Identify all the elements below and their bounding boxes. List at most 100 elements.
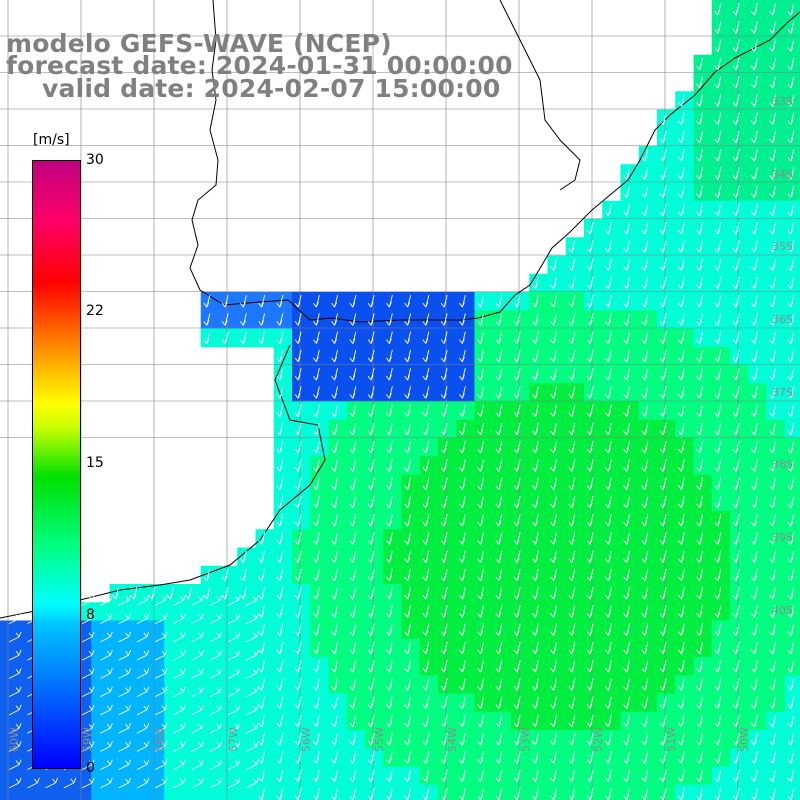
wind-cell [638, 164, 658, 183]
wind-cell [328, 748, 348, 767]
wind-cell [438, 748, 457, 767]
wind-cell [365, 474, 384, 494]
valid-date: valid date: 2024-02-07 15:00:00 [42, 74, 501, 103]
wind-cell [91, 657, 110, 676]
wind-cell [237, 730, 256, 749]
wind-arrow [678, 459, 685, 472]
wind-cell [401, 529, 421, 548]
wind-arrow [751, 404, 758, 417]
wind-arrow [367, 751, 375, 764]
wind-arrow [714, 258, 722, 271]
wind-arrow [422, 714, 430, 728]
wind-cell [693, 54, 713, 74]
wind-cell [657, 784, 676, 800]
wind-cell [292, 675, 311, 694]
wind-arrow [349, 532, 357, 545]
wind-arrow [787, 349, 795, 363]
wind-cell [711, 565, 731, 585]
wind-arrow [732, 368, 740, 381]
wind-cell [255, 675, 275, 694]
wind-cell [492, 547, 512, 567]
wind-cell [346, 292, 366, 311]
wind-cell [91, 784, 110, 800]
wind-cell [565, 584, 585, 603]
wind-cell [310, 784, 329, 800]
wind-cell [766, 602, 786, 621]
wind-cell [529, 273, 548, 293]
wind-arrow [605, 568, 612, 582]
wind-arrow [331, 714, 339, 728]
wind-arrow [605, 587, 612, 600]
wind-arrow [568, 404, 576, 417]
wind-cell [383, 401, 402, 421]
wind-cell [711, 529, 731, 548]
wind-cell [693, 693, 713, 713]
wind-arrow [732, 678, 740, 691]
wind-cell [693, 456, 713, 475]
wind-cell [310, 401, 329, 421]
wind-arrow [276, 605, 284, 618]
wind-cell [730, 54, 749, 74]
wind-cell [748, 693, 767, 713]
wind-cell [492, 401, 512, 421]
wind-cell [584, 237, 603, 256]
wind-arrow [714, 532, 722, 545]
wind-cell [511, 474, 530, 494]
wind-arrow [678, 514, 685, 527]
wind-arrow [659, 240, 667, 253]
wind-arrow [714, 149, 722, 162]
wind-cell [748, 182, 767, 202]
wind-arrow [495, 495, 503, 509]
wind-cell [547, 273, 567, 293]
wind-cell [383, 584, 402, 603]
wind-arrow [550, 751, 558, 764]
wind-arrow [495, 660, 503, 673]
wind-arrow [659, 477, 667, 490]
wind-cell [675, 419, 694, 439]
wind-arrow [404, 587, 412, 600]
wind-cell [565, 748, 585, 767]
wind-cell [730, 219, 749, 238]
wind-cell [766, 273, 786, 293]
wind-cell [730, 328, 749, 348]
wind-arrow [532, 532, 539, 545]
wind-cell [675, 365, 694, 384]
wind-arrow [440, 422, 448, 436]
wind-cell [766, 784, 786, 800]
wind-arrow [313, 295, 320, 308]
wind-cell [657, 346, 676, 366]
wind-cell [730, 492, 749, 512]
wind-arrow [154, 613, 168, 625]
wind-cell [328, 346, 348, 366]
wind-arrow [751, 276, 758, 290]
wind-cell [547, 657, 567, 676]
wind-arrow [477, 787, 485, 800]
wind-cell [365, 365, 384, 384]
wind-cell [310, 620, 329, 640]
wind-cell [109, 784, 129, 800]
wind-arrow [349, 568, 357, 582]
wind-arrow [173, 686, 186, 698]
wind-cell [273, 474, 293, 494]
wind-arrow [696, 313, 704, 326]
wind-cell [638, 255, 658, 275]
wind-arrow [787, 459, 795, 472]
wind-arrow [349, 495, 357, 509]
wind-cell [584, 547, 603, 567]
wind-cell [748, 383, 767, 402]
wind-arrow [732, 714, 740, 728]
wind-cell [401, 492, 421, 512]
wind-cell [456, 419, 475, 439]
wind-cell [438, 620, 457, 640]
wind-arrow [696, 258, 704, 271]
wind-arrow [714, 696, 722, 709]
wind-cell [73, 784, 92, 800]
wind-cell [365, 529, 384, 548]
wind-cell [292, 547, 311, 567]
wind-cell [164, 584, 183, 603]
wind-arrow [331, 514, 339, 527]
wind-arrow [367, 532, 375, 545]
wind-cell [711, 73, 731, 92]
wind-arrow [404, 331, 412, 344]
wind-arrow [605, 733, 612, 746]
